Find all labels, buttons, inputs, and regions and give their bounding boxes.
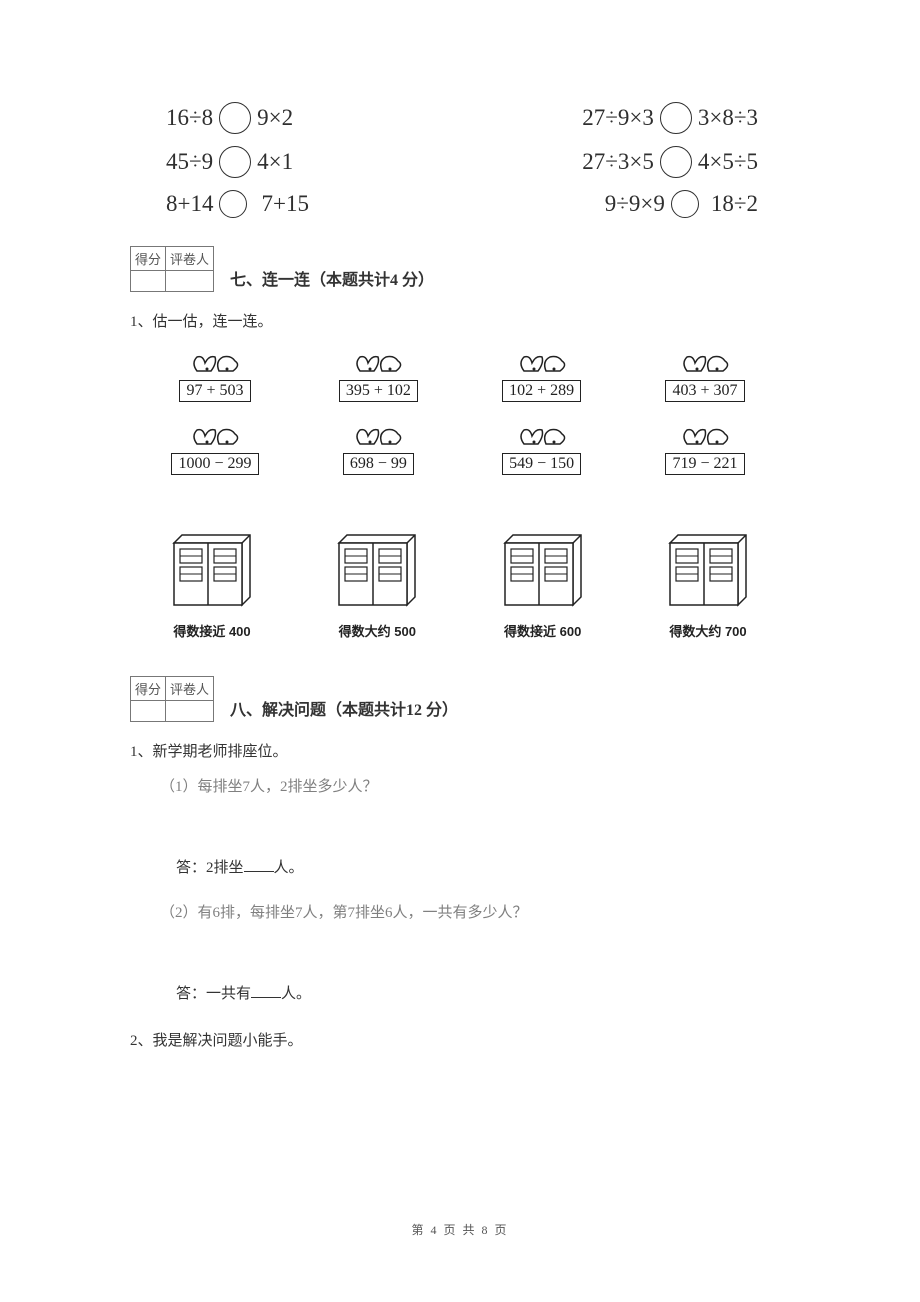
ans1-pre: 答：2排坐: [176, 860, 244, 876]
compare-block: 16÷8 9×2 27÷9×3 3×8÷3 45÷9 4×1 27÷3×5 4×…: [130, 102, 790, 218]
card-expr[interactable]: 395 + 102: [339, 380, 418, 402]
cabinet-icon: [333, 531, 421, 613]
section8-q1-sub2: （2）有6排，每排坐7人，第7排坐6人，一共有多少人？: [160, 901, 790, 922]
page-footer: 第 4 页 共 8 页: [0, 1221, 920, 1238]
section8-q1-sub1: （1）每排坐7人，2排坐多少人？: [160, 775, 790, 796]
grader-col: 评卷人: [166, 677, 214, 701]
compare-row: 8+14 7+15 9÷9×9 18÷2: [130, 190, 790, 218]
grader-col: 评卷人: [166, 247, 214, 271]
compare-row: 16÷8 9×2 27÷9×3 3×8÷3: [130, 102, 790, 134]
answer-line-1: 答：2排坐 人。: [176, 856, 790, 877]
compare-pair: 45÷9 4×1: [166, 146, 293, 178]
cabinet-item: 得数接近 400: [142, 531, 282, 640]
expr-left: 27÷3×5: [582, 149, 654, 175]
score-blank[interactable]: [131, 701, 166, 722]
hands-icon: [514, 349, 570, 381]
cabinet-label[interactable]: 得数大约 500: [339, 621, 416, 640]
match-card: 1000 − 299: [150, 422, 280, 475]
match-card: 719 − 221: [640, 422, 770, 475]
hands-icon: [350, 422, 406, 454]
expr-right: 4×1: [257, 149, 293, 175]
match-card: 395 + 102: [313, 349, 443, 402]
compare-pair: 8+14 7+15: [166, 190, 309, 218]
ans2-pre: 答：一共有: [176, 986, 251, 1002]
cabinet-item: 得数大约 500: [307, 531, 447, 640]
hands-icon: [187, 349, 243, 381]
score-col: 得分: [131, 677, 166, 701]
match-bottom-row: 1000 − 299 698 − 99 549 − 150: [150, 422, 770, 475]
expr-left: 45÷9: [166, 149, 213, 175]
card-expr[interactable]: 1000 − 299: [171, 453, 258, 475]
compare-pair: 16÷8 9×2: [166, 102, 293, 134]
card-expr[interactable]: 403 + 307: [665, 380, 744, 402]
cabinet-icon: [499, 531, 587, 613]
cabinet-item: 得数接近 600: [473, 531, 613, 640]
cabinet-icon: [664, 531, 752, 613]
answer-line-2: 答：一共有 人。: [176, 982, 790, 1003]
match-top-row: 97 + 503 395 + 102 102 + 289: [150, 349, 770, 402]
cabinet-label[interactable]: 得数大约 700: [669, 621, 746, 640]
match-card: 403 + 307: [640, 349, 770, 402]
blank-fill[interactable]: [244, 856, 274, 872]
blank-circle[interactable]: [219, 190, 247, 218]
page: 16÷8 9×2 27÷9×3 3×8÷3 45÷9 4×1 27÷3×5 4×…: [0, 0, 920, 1302]
cabinet-item: 得数大约 700: [638, 531, 778, 640]
section7-title: 七、连一连（本题共计4 分）: [230, 266, 434, 292]
cabinet-label[interactable]: 得数接近 400: [173, 621, 250, 640]
score-blank[interactable]: [131, 271, 166, 292]
blank-circle[interactable]: [219, 102, 251, 134]
match-card: 97 + 503: [150, 349, 280, 402]
hands-icon: [677, 349, 733, 381]
card-expr[interactable]: 698 − 99: [343, 453, 414, 475]
grader-blank[interactable]: [166, 701, 214, 722]
hands-icon: [187, 422, 243, 454]
score-col: 得分: [131, 247, 166, 271]
score-table: 得分 评卷人: [130, 246, 214, 292]
blank-circle[interactable]: [671, 190, 699, 218]
match-card: 698 − 99: [313, 422, 443, 475]
card-expr[interactable]: 97 + 503: [179, 380, 250, 402]
section7-q1: 1、估一估，连一连。: [130, 310, 790, 331]
blank-circle[interactable]: [660, 102, 692, 134]
hands-icon: [514, 422, 570, 454]
compare-pair: 27÷9×3 3×8÷3: [582, 102, 758, 134]
match-card: 102 + 289: [477, 349, 607, 402]
blank-circle[interactable]: [660, 146, 692, 178]
section8-q1: 1、新学期老师排座位。: [130, 740, 790, 761]
cabinet-label[interactable]: 得数接近 600: [504, 621, 581, 640]
cabinet-row: 得数接近 400 得数大约 500: [142, 531, 778, 640]
ans1-post: 人。: [274, 860, 304, 876]
expr-left: 8+14: [166, 191, 213, 217]
score-table: 得分 评卷人: [130, 676, 214, 722]
compare-pair: 9÷9×9 18÷2: [605, 190, 758, 218]
expr-left: 9÷9×9: [605, 191, 665, 217]
section7-header: 得分 评卷人 七、连一连（本题共计4 分）: [130, 246, 790, 292]
card-expr[interactable]: 719 − 221: [665, 453, 744, 475]
hands-icon: [677, 422, 733, 454]
expr-right: 9×2: [257, 105, 293, 131]
compare-row: 45÷9 4×1 27÷3×5 4×5÷5: [130, 146, 790, 178]
expr-right: 3×8÷3: [698, 105, 758, 131]
card-expr[interactable]: 549 − 150: [502, 453, 581, 475]
section8-q2: 2、我是解决问题小能手。: [130, 1029, 790, 1050]
blank-circle[interactable]: [219, 146, 251, 178]
expr-right: 4×5÷5: [698, 149, 758, 175]
hands-icon: [350, 349, 406, 381]
expr-left: 27÷9×3: [582, 105, 654, 131]
card-expr[interactable]: 102 + 289: [502, 380, 581, 402]
grader-blank[interactable]: [166, 271, 214, 292]
section8-title: 八、解决问题（本题共计12 分）: [230, 696, 458, 722]
match-card: 549 − 150: [477, 422, 607, 475]
section8-header: 得分 评卷人 八、解决问题（本题共计12 分）: [130, 676, 790, 722]
cabinet-icon: [168, 531, 256, 613]
compare-pair: 27÷3×5 4×5÷5: [582, 146, 758, 178]
expr-right: 18÷2: [711, 191, 758, 217]
expr-right: 7+15: [261, 191, 308, 217]
blank-fill[interactable]: [251, 982, 281, 998]
expr-left: 16÷8: [166, 105, 213, 131]
ans2-post: 人。: [281, 986, 311, 1002]
